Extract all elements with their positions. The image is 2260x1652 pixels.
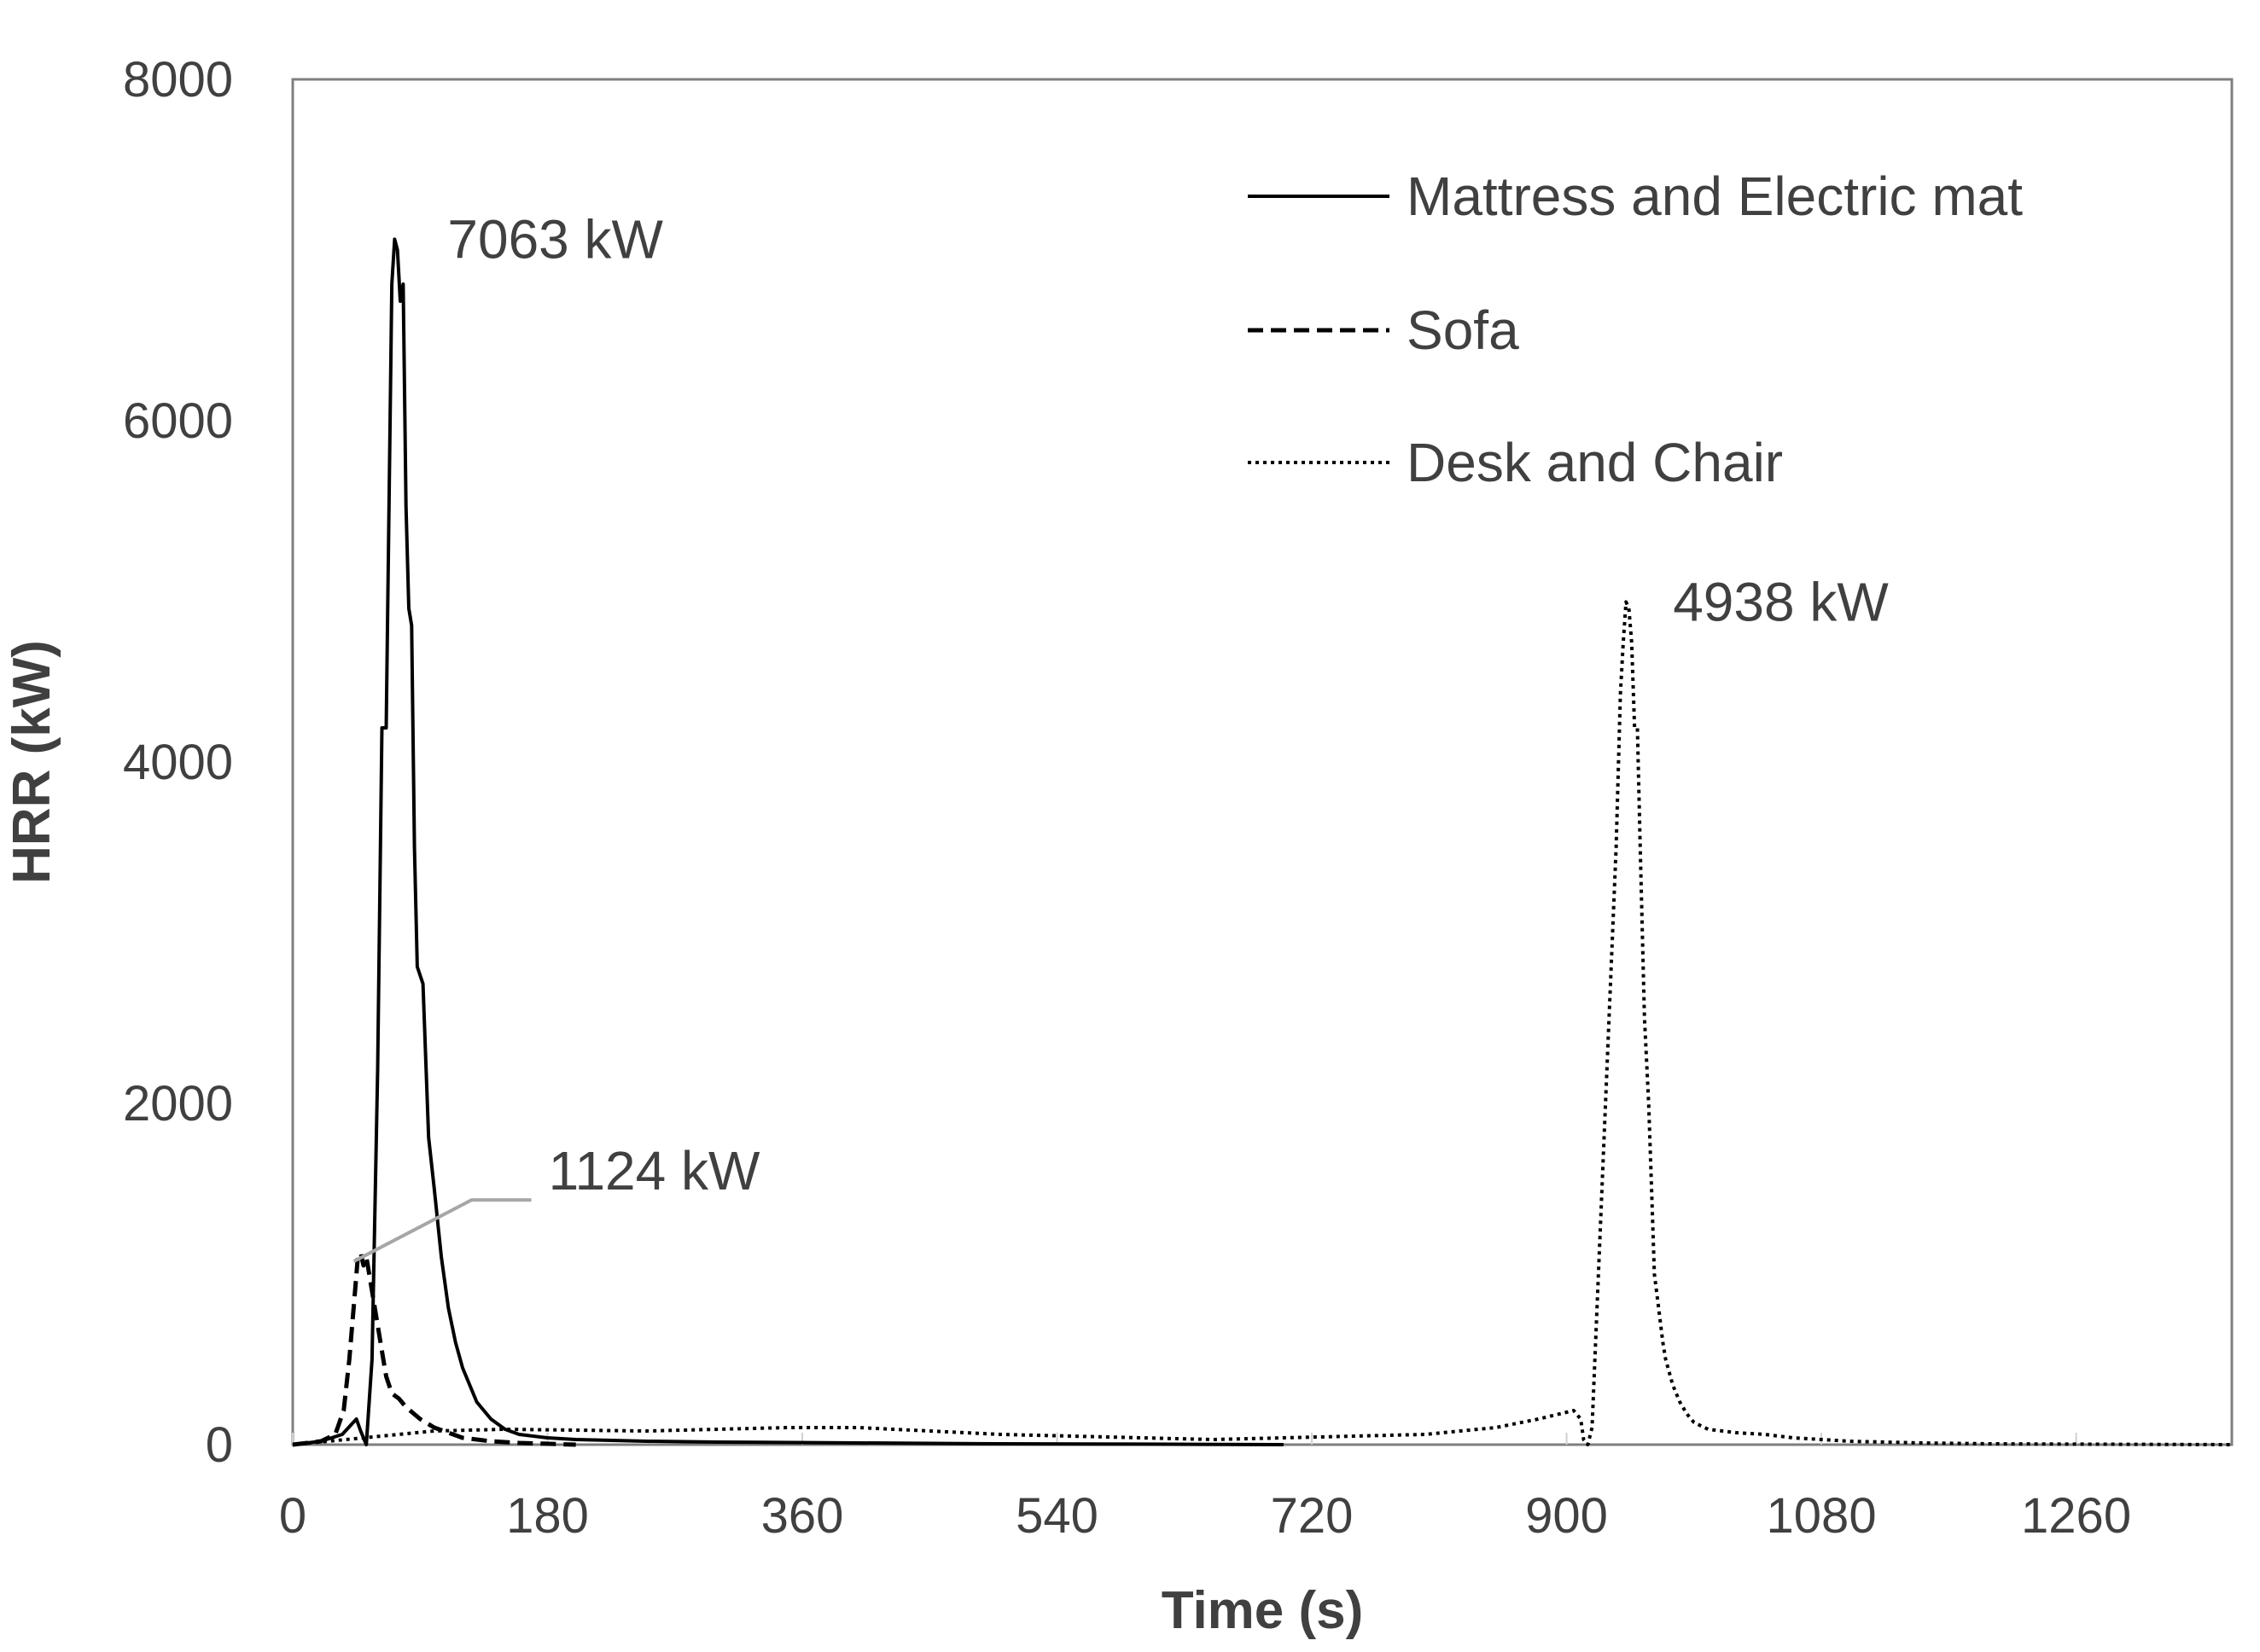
x-tick-label-540: 540 (1016, 1488, 1098, 1544)
y-tick-label-4000: 4000 (123, 735, 233, 790)
y-tick-label-6000: 6000 (123, 393, 233, 449)
x-axis-title: Time (s) (1162, 1581, 1364, 1640)
legend: Mattress and Electric mat Sofa Desk and … (1248, 166, 2023, 493)
annotation-label-4938-kw: 4938 kW (1673, 571, 1889, 632)
plot-frame (291, 78, 2234, 1446)
annotation-label-7063-kw: 7063 kW (447, 208, 663, 270)
series-line-desk-and-chair (292, 600, 2233, 1446)
series-line-mattress-and-electric-mat (292, 237, 1284, 1446)
legend-label-sofa: Sofa (1407, 300, 1519, 361)
y-tick-label-8000: 8000 (123, 52, 233, 108)
x-tick-label-1260: 1260 (2021, 1488, 2131, 1544)
series-layer (292, 237, 2233, 1447)
annotation-leader-line (352, 1198, 532, 1263)
x-tick-label-180: 180 (506, 1488, 589, 1544)
y-tick-label-2000: 2000 (123, 1076, 233, 1131)
legend-item-desk-chair: Desk and Chair (1248, 432, 1783, 493)
legend-item-mattress: Mattress and Electric mat (1248, 166, 2023, 227)
x-tick-label-360: 360 (761, 1488, 844, 1544)
x-tick-label-1080: 1080 (1767, 1488, 1877, 1544)
series-line-sofa (292, 1250, 576, 1447)
annotation-label-1124-kw: 1124 kW (549, 1140, 760, 1201)
legend-label-mattress: Mattress and Electric mat (1407, 166, 2023, 227)
legend-item-sofa: Sofa (1248, 300, 1519, 361)
x-tick-label-0: 0 (279, 1488, 306, 1544)
y-axis-ticks: 0 2000 4000 6000 8000 (123, 52, 233, 1473)
x-tick-label-720: 720 (1271, 1488, 1354, 1544)
x-axis-ticks: 0 180 360 540 720 900 1080 1260 (279, 1433, 2131, 1544)
x-tick-label-900: 900 (1525, 1488, 1608, 1544)
legend-label-desk-chair: Desk and Chair (1407, 432, 1783, 493)
y-axis-title: HRR (kW) (3, 640, 61, 884)
annotation-layer: 7063 kW 1124 kW 4938 kW (352, 208, 1889, 1263)
y-tick-label-0: 0 (206, 1417, 233, 1473)
